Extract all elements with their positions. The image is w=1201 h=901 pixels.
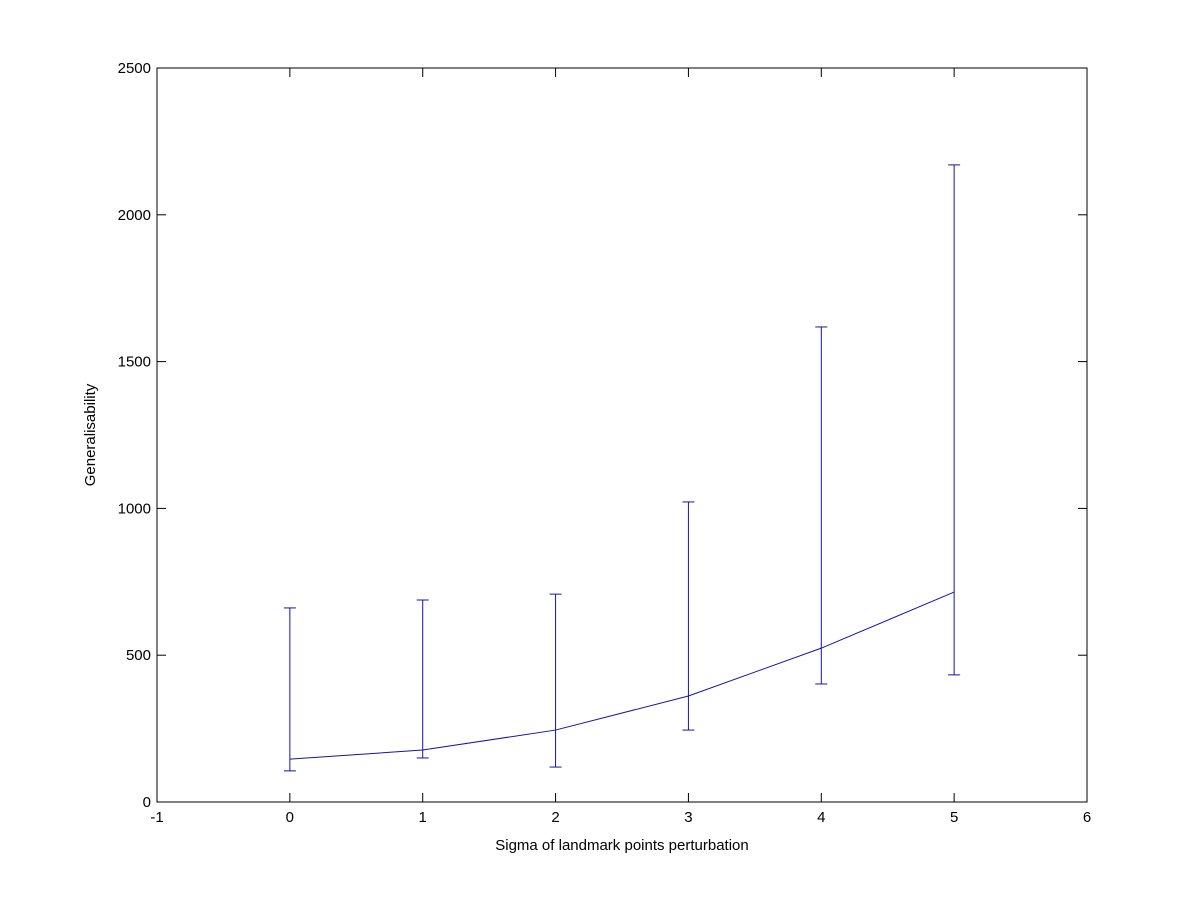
y-tick-label: 2000 <box>118 207 151 224</box>
x-tick-label: -1 <box>150 809 163 826</box>
x-tick-label: 5 <box>950 809 958 826</box>
x-tick-label: 4 <box>817 809 825 826</box>
x-tick-label: 3 <box>684 809 692 826</box>
y-tick-label: 0 <box>143 794 151 811</box>
data-line <box>289 591 955 760</box>
x-tick-label: 6 <box>1083 809 1091 826</box>
y-axis-label: Generalisability <box>82 383 99 486</box>
y-tick-label: 1000 <box>118 500 151 517</box>
axes-box <box>156 67 1088 803</box>
y-tick-label: 500 <box>126 647 151 664</box>
x-axis-label: Sigma of landmark points perturbation <box>495 837 748 854</box>
x-tick-label: 0 <box>286 809 294 826</box>
y-tick-label: 1500 <box>118 354 151 371</box>
x-tick-label: 2 <box>551 809 559 826</box>
x-tick-label: 1 <box>419 809 427 826</box>
y-tick-label: 2500 <box>118 60 151 77</box>
